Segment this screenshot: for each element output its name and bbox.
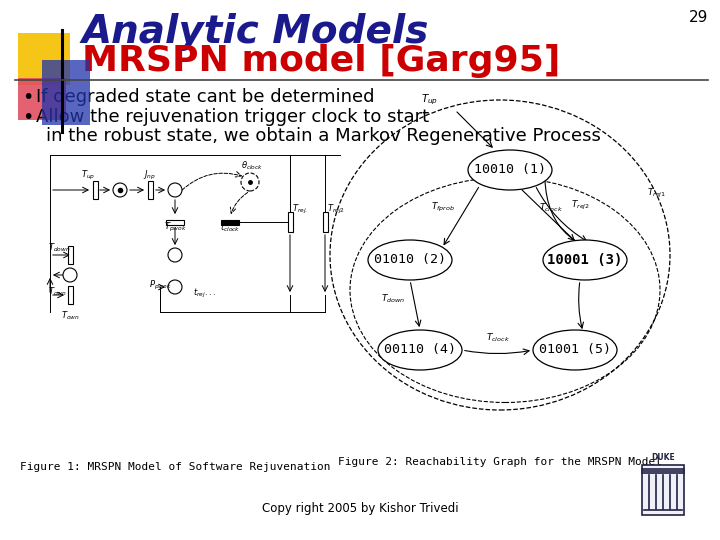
Text: $T_{up}$: $T_{up}$ (81, 170, 95, 183)
Bar (148, 181, 153, 199)
Text: Analytic Models: Analytic Models (82, 13, 429, 51)
Text: $J_{np}$: $J_{np}$ (143, 170, 156, 183)
Text: MRSPN model [Garg95]: MRSPN model [Garg95] (82, 44, 560, 78)
Text: $\theta_{clock}$: $\theta_{clock}$ (240, 159, 264, 172)
FancyBboxPatch shape (642, 465, 684, 515)
Text: 10001 (3): 10001 (3) (547, 253, 623, 267)
Circle shape (241, 173, 259, 191)
Circle shape (168, 183, 182, 197)
Bar (18, 33, 70, 85)
Text: $T_{rej.}$: $T_{rej.}$ (292, 204, 308, 217)
Text: $T_{down}$: $T_{down}$ (48, 241, 71, 253)
Text: •: • (22, 88, 33, 107)
Text: 01001 (5): 01001 (5) (539, 343, 611, 356)
Text: Figure 1: MRSPN Model of Software Rejuvenation: Figure 1: MRSPN Model of Software Rejuve… (19, 462, 330, 472)
Bar (92, 181, 97, 199)
Ellipse shape (533, 330, 617, 370)
Text: 01010 (2): 01010 (2) (374, 253, 446, 267)
Bar (287, 212, 292, 232)
Text: $t_{clock}$: $t_{clock}$ (220, 221, 240, 233)
Text: If degraded state cant be determined: If degraded state cant be determined (36, 88, 374, 106)
Circle shape (168, 248, 182, 262)
Text: DUKE: DUKE (651, 453, 675, 462)
Text: $T_{rej2}$: $T_{rej2}$ (327, 204, 345, 217)
Text: Figure 2: Reachability Graph for the MRSPN Model: Figure 2: Reachability Graph for the MRS… (338, 457, 662, 467)
Circle shape (63, 268, 77, 282)
Text: $P_{pwok}$: $P_{pwok}$ (148, 279, 171, 292)
Bar (68, 246, 73, 264)
Text: •: • (22, 108, 33, 127)
Text: $T_{pwok}$: $T_{pwok}$ (163, 221, 186, 234)
Circle shape (168, 280, 182, 294)
Ellipse shape (543, 240, 627, 280)
Text: $T_{down}$: $T_{down}$ (381, 293, 405, 305)
Bar (323, 212, 328, 232)
Text: Allow the rejuvenation trigger clock to start: Allow the rejuvenation trigger clock to … (36, 108, 429, 126)
Ellipse shape (368, 240, 452, 280)
Circle shape (113, 183, 127, 197)
Text: $T_{clock}$: $T_{clock}$ (539, 201, 562, 213)
Text: $t_{rej}...$: $t_{rej}...$ (193, 286, 217, 300)
Ellipse shape (468, 150, 552, 190)
Text: 00110 (4): 00110 (4) (384, 343, 456, 356)
Text: $T_{clock}$: $T_{clock}$ (485, 332, 510, 344)
Text: 10010 (1): 10010 (1) (474, 164, 546, 177)
Text: in the robust state, we obtain a Markov Regenerative Process: in the robust state, we obtain a Markov … (46, 127, 601, 145)
Ellipse shape (378, 330, 462, 370)
Text: $T_{rej2}$: $T_{rej2}$ (571, 199, 590, 212)
Text: $T_{up}$: $T_{up}$ (421, 92, 438, 107)
Bar (68, 286, 73, 304)
Text: $T_{rej1}$: $T_{rej1}$ (647, 186, 667, 199)
Bar (166, 219, 184, 225)
Text: Copy right 2005 by Kishor Trivedi: Copy right 2005 by Kishor Trivedi (261, 502, 459, 515)
Bar (221, 219, 239, 225)
Text: 29: 29 (688, 10, 708, 25)
Text: $T_{own}$: $T_{own}$ (60, 309, 79, 321)
Bar (18, 78, 66, 120)
Bar (42, 60, 90, 125)
Text: $T_{fprob}$: $T_{fprob}$ (431, 200, 455, 213)
Text: $T_{own}$: $T_{own}$ (48, 286, 67, 299)
